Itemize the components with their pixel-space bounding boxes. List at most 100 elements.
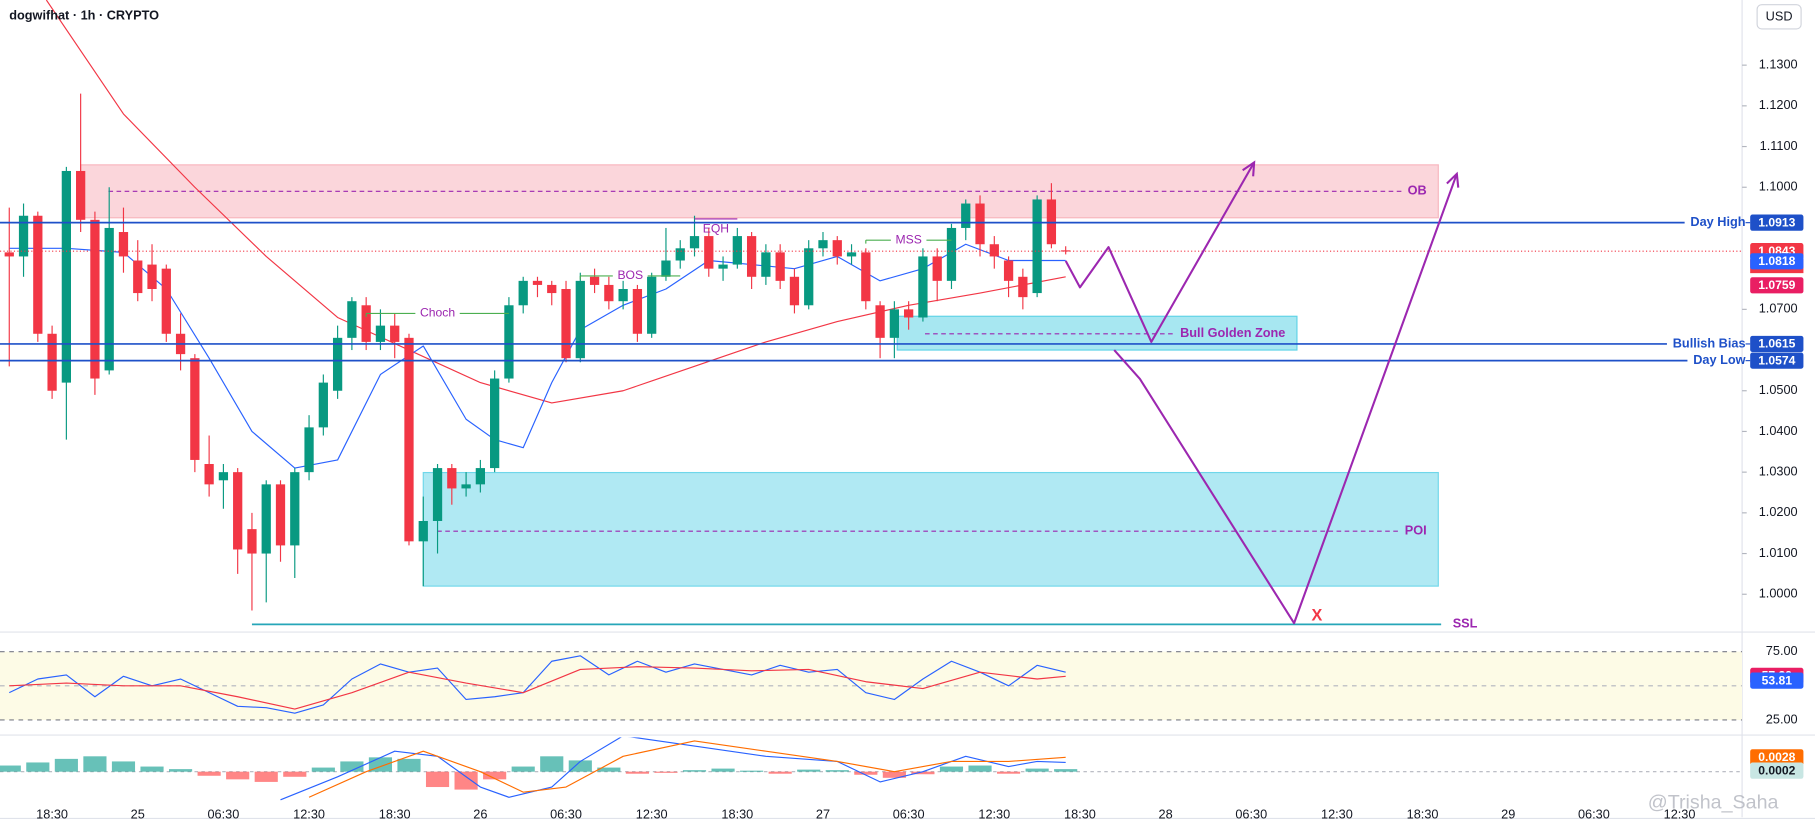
candle-body	[647, 276, 657, 334]
y-tick-label: 1.1200	[1759, 97, 1798, 112]
candle-body	[846, 252, 857, 257]
histogram-bar	[226, 771, 250, 780]
y-tick-label: 1.0400	[1759, 423, 1798, 438]
candle-body	[1061, 250, 1071, 252]
candle-body	[675, 248, 685, 261]
histogram-bar	[825, 770, 849, 772]
x-tick-label: 06:30	[207, 806, 239, 821]
moving-average	[9, 243, 1066, 469]
target-marker: X	[1312, 607, 1323, 625]
level-label: Bullish Bias	[1673, 335, 1746, 350]
y-tick-label: 1.0500	[1759, 382, 1798, 397]
structure-line	[579, 275, 681, 280]
candle-body	[818, 240, 828, 249]
level-value-box	[1750, 214, 1804, 231]
x-tick-label: 18:30	[1064, 806, 1096, 821]
candle-body	[689, 236, 700, 249]
structure-label: EQH	[703, 222, 729, 236]
candle-body	[832, 240, 842, 257]
candle-body	[461, 484, 471, 489]
candle-body	[490, 378, 500, 469]
candle-body	[332, 337, 343, 391]
y-tick-label: 75.00	[1766, 643, 1798, 658]
candle-body	[918, 256, 928, 318]
candle-body	[76, 170, 86, 220]
y-tick-label: 25.00	[1766, 711, 1798, 726]
histogram-bar	[654, 771, 678, 773]
x-tick-label: 28	[1159, 806, 1173, 821]
symbol-title: dogwifhat · 1h · CRYPTO	[9, 8, 159, 23]
level-value: 1.0615	[1758, 337, 1795, 351]
candle-body	[247, 529, 257, 554]
histogram-bar	[83, 756, 107, 772]
histogram-bar	[540, 756, 564, 772]
price-label: 1.0818	[1758, 254, 1795, 268]
candle-body	[975, 203, 985, 245]
candle-body	[432, 468, 443, 521]
candle-body	[632, 288, 643, 334]
structure-label: Choch	[420, 306, 455, 320]
macd-value-box	[1750, 762, 1804, 779]
candle-body	[589, 276, 600, 285]
candle-body	[347, 301, 357, 338]
overlay-layer: 18:30 25 06:30 12:30 18:30 26 06:30 12:30 18:30 2…	[36, 57, 1804, 821]
structure-line	[865, 239, 952, 244]
candle-body	[4, 252, 14, 257]
histogram-bar	[483, 771, 507, 780]
x-tick-label: 06:30	[1578, 806, 1610, 821]
macd-value: 0.0002	[1758, 763, 1795, 777]
candle-body	[447, 468, 457, 489]
candle-body	[746, 236, 757, 277]
price-label-box	[1750, 277, 1804, 294]
x-tick-label: 06:30	[893, 806, 925, 821]
histogram-bar	[968, 765, 992, 772]
main-pane: OB Bull Golden Zone POI SSL Choch BOS EQH MSS X	[0, 0, 1743, 631]
projection-path	[1064, 161, 1256, 343]
currency-button[interactable]	[1756, 4, 1802, 30]
histogram-bar	[340, 761, 364, 772]
zone	[422, 471, 1439, 587]
structure-line	[365, 312, 509, 317]
x-tick-label: 18:30	[379, 806, 411, 821]
y-tick-label: 1.1300	[1759, 57, 1798, 72]
histogram-bar	[254, 771, 278, 782]
candle-body	[604, 284, 614, 302]
candle-body	[875, 305, 885, 338]
candle-body	[932, 256, 942, 281]
candle-body	[118, 232, 129, 257]
histogram-bar	[568, 760, 592, 772]
candle-body	[375, 325, 386, 342]
candle-body	[575, 280, 585, 359]
candle-body	[418, 520, 428, 542]
candle-body	[761, 252, 771, 277]
structure-label: BOS	[617, 268, 643, 282]
histogram-bar	[169, 769, 193, 772]
macd-value: 0.0028	[1758, 750, 1795, 764]
ssl-label: SSL	[1453, 616, 1478, 631]
candle-body	[518, 280, 528, 306]
oscillator-pane	[0, 651, 1743, 721]
x-tick-label: 12:30	[636, 806, 668, 821]
candle-body	[233, 472, 243, 550]
histogram-bar	[997, 771, 1021, 774]
candle-body	[704, 236, 714, 269]
candle-body	[475, 468, 486, 485]
histogram-bar	[140, 766, 164, 772]
candle-body	[290, 472, 300, 546]
candle-body	[732, 236, 742, 265]
candle-body	[861, 252, 871, 302]
oscillator-line	[9, 666, 1066, 710]
candle-body	[904, 309, 914, 318]
candle-body	[133, 260, 143, 294]
y-tick-label: 1.1000	[1759, 179, 1798, 194]
x-tick-label: 18:30	[36, 806, 68, 821]
moving-average	[45, 0, 1066, 404]
candle-body	[946, 227, 957, 281]
candle-body	[504, 305, 514, 379]
candle-body	[161, 268, 171, 334]
level-label: Day Low	[1693, 352, 1745, 367]
candle-body	[47, 333, 57, 391]
candle-body	[961, 203, 971, 228]
watermark: @Trisha_Saha	[1648, 792, 1779, 814]
currency-label[interactable]: USD	[1766, 9, 1793, 24]
